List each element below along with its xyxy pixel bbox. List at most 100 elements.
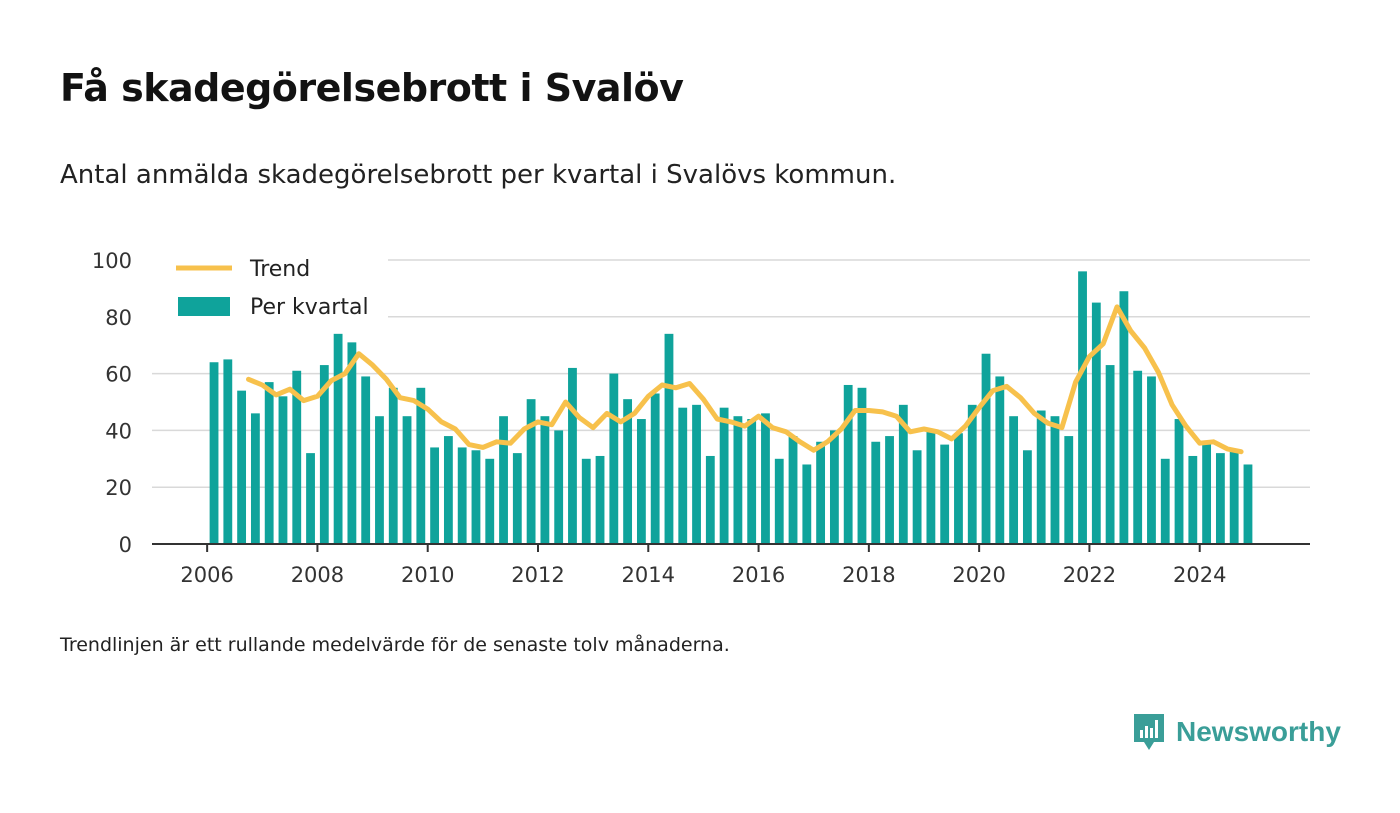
bar <box>650 393 660 544</box>
y-tick-label: 0 <box>119 533 132 557</box>
bar <box>223 359 233 544</box>
bar <box>1064 436 1074 544</box>
bar <box>774 458 784 544</box>
bar <box>209 362 219 544</box>
bar <box>609 373 619 544</box>
x-tick-label: 2010 <box>401 563 454 587</box>
x-tick-label: 2008 <box>291 563 344 587</box>
bar <box>264 382 274 544</box>
bar <box>237 390 247 544</box>
bar <box>485 458 495 544</box>
bar <box>292 370 302 544</box>
bar <box>1147 376 1156 544</box>
bar <box>1202 441 1212 544</box>
y-tick-label: 40 <box>105 419 132 443</box>
bar <box>664 333 674 544</box>
bars <box>209 271 1253 544</box>
bar <box>719 407 729 544</box>
bar <box>1160 458 1170 544</box>
x-tick-label: 2018 <box>842 563 895 587</box>
bar <box>1036 410 1046 544</box>
bar <box>885 436 894 544</box>
bar <box>333 333 343 544</box>
bar <box>733 416 743 544</box>
bar <box>1022 450 1032 544</box>
bar <box>568 367 577 544</box>
bar <box>747 419 757 544</box>
bar <box>1215 453 1225 544</box>
bar <box>678 407 688 544</box>
chart-svg: 0 20 40 60 80 100 2006 2008 2010 2012 2014 2016 2018… <box>92 247 1310 587</box>
legend: Trend Per kvartal <box>152 247 388 323</box>
y-tick-label: 60 <box>105 363 132 387</box>
legend-bar-swatch <box>178 297 230 316</box>
bar <box>250 413 260 544</box>
bar <box>457 447 467 544</box>
bar <box>623 399 633 544</box>
newsworthy-logo: Newsworthy <box>1132 712 1341 752</box>
bar <box>843 384 853 544</box>
bar <box>306 453 315 544</box>
bar <box>1119 291 1129 544</box>
y-tick-label: 100 <box>92 249 132 273</box>
bar <box>802 464 812 544</box>
bar <box>705 455 715 544</box>
bar <box>940 444 950 544</box>
bar <box>361 376 371 544</box>
bar <box>857 387 867 544</box>
chart-title: Få skadegörelsebrott i Svalöv <box>60 66 684 110</box>
bar <box>526 399 536 544</box>
bar <box>1243 464 1253 544</box>
bar <box>1050 416 1060 544</box>
bar <box>1174 419 1184 544</box>
bar <box>499 416 508 544</box>
bar <box>388 387 398 544</box>
y-tick-label: 20 <box>105 476 132 500</box>
bar <box>595 455 605 544</box>
brand-name: Newsworthy <box>1176 716 1341 747</box>
bar <box>816 441 826 544</box>
bar <box>430 447 440 544</box>
bar <box>761 413 770 544</box>
bar <box>912 450 922 544</box>
legend-trend-label: Trend <box>249 257 310 282</box>
bar <box>898 404 908 544</box>
bar <box>871 441 881 544</box>
bar <box>512 453 522 544</box>
bar <box>581 458 591 544</box>
bar <box>967 404 977 544</box>
bar <box>1105 365 1115 544</box>
bar <box>540 416 550 544</box>
bar <box>1091 302 1101 544</box>
bar <box>788 436 798 544</box>
bar <box>278 396 288 544</box>
bar <box>1188 455 1198 544</box>
y-tick-label: 80 <box>105 306 132 330</box>
axes: 0 20 40 60 80 100 2006 2008 2010 2012 2014 2016 2018… <box>92 249 1310 587</box>
chart-subtitle: Antal anmälda skadegörelsebrott per kvar… <box>60 160 897 190</box>
x-tick-label: 2012 <box>511 563 564 587</box>
bar <box>554 430 564 544</box>
bar <box>347 342 357 544</box>
bar <box>692 404 701 544</box>
bar <box>926 430 936 544</box>
bar <box>995 376 1005 544</box>
newsworthy-logo-icon <box>1134 714 1164 750</box>
x-tick-label: 2022 <box>1063 563 1116 587</box>
bar <box>636 419 646 544</box>
trend-line-group <box>246 304 1244 455</box>
bar <box>443 436 453 544</box>
bar <box>1229 450 1239 544</box>
bar <box>954 433 963 544</box>
x-tick-label: 2014 <box>622 563 675 587</box>
trend-line <box>246 304 1244 455</box>
bar <box>319 365 329 544</box>
x-tick-label: 2016 <box>732 563 785 587</box>
bar <box>1009 416 1019 544</box>
footnote: Trendlinjen är ett rullande medelvärde f… <box>60 634 730 656</box>
bar <box>471 450 481 544</box>
legend-bar-label: Per kvartal <box>250 295 369 320</box>
x-tick-label: 2006 <box>180 563 233 587</box>
bar <box>1133 370 1143 544</box>
bar <box>829 430 839 544</box>
